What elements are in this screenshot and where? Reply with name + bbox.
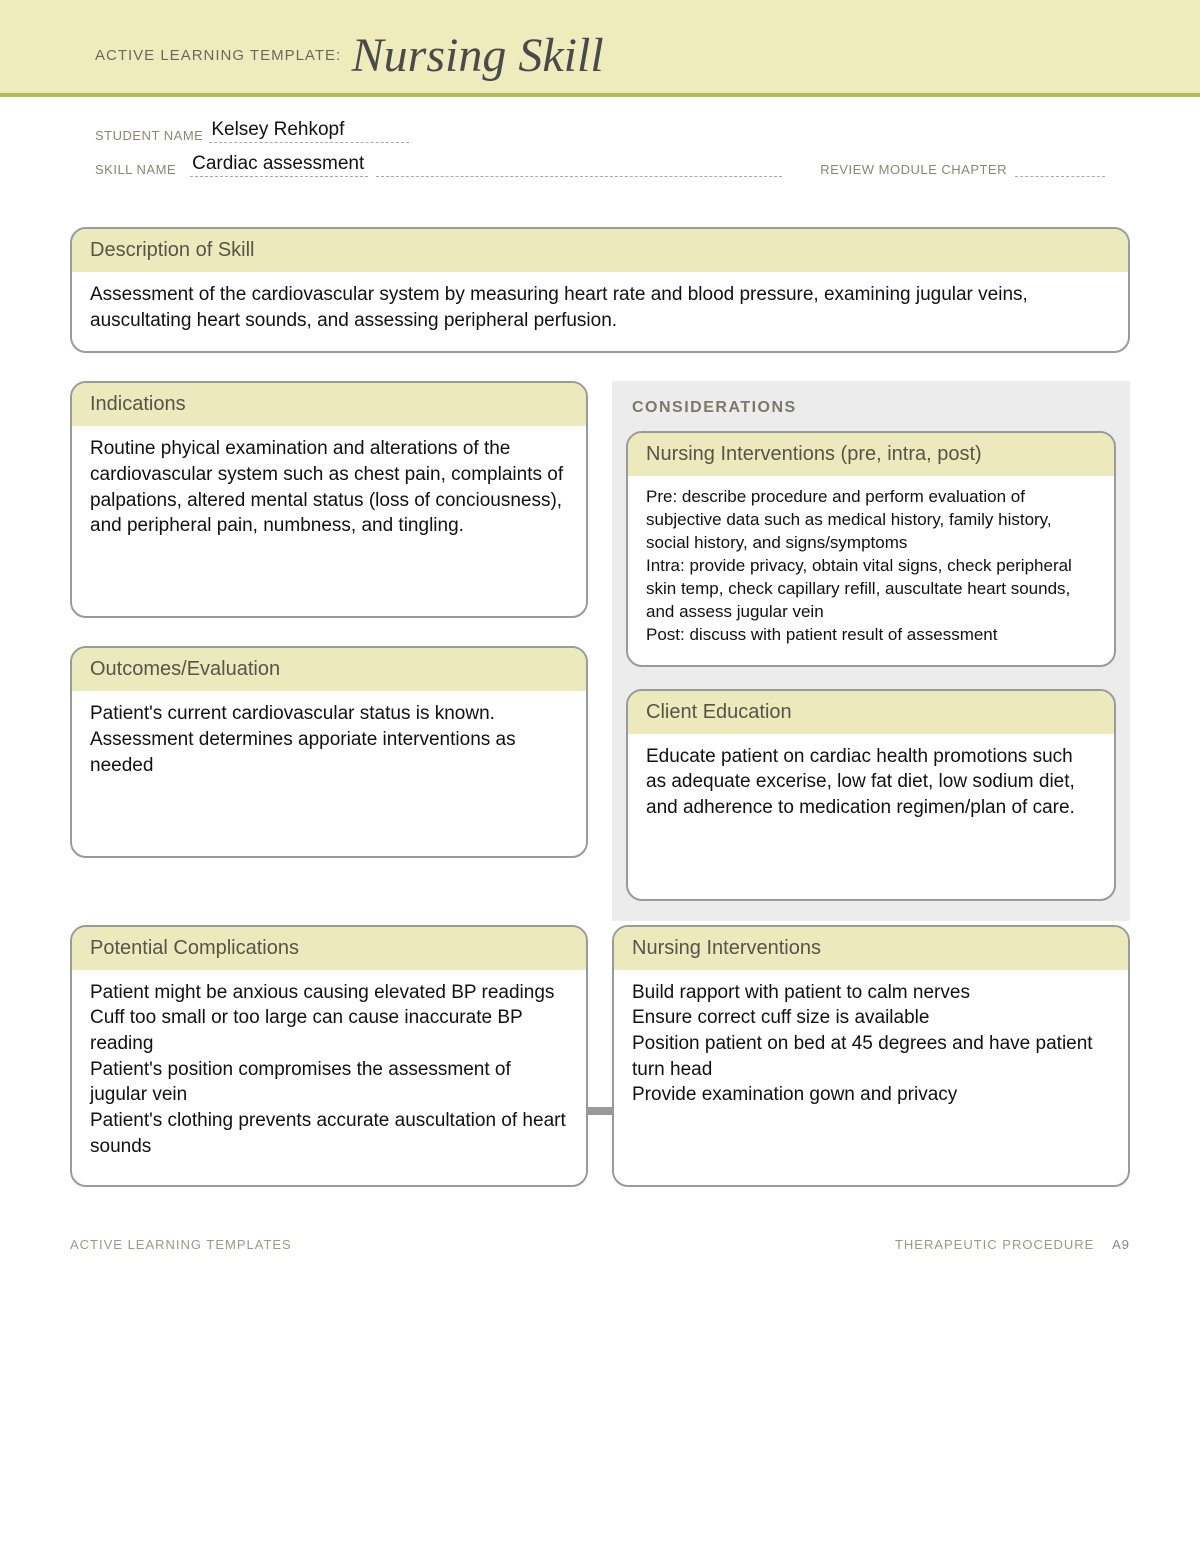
footer: ACTIVE LEARNING TEMPLATES THERAPEUTIC PR…	[0, 1217, 1200, 1282]
description-body: Assessment of the cardiovascular system …	[72, 272, 1128, 351]
connector-bar	[588, 925, 612, 1187]
skill-name-label: SKILL NAME	[95, 162, 176, 177]
interventions2-box: Nursing Interventions Build rapport with…	[612, 925, 1130, 1187]
indications-box: Indications Routine phyical examination …	[70, 381, 588, 618]
student-name-value: Kelsey Rehkopf	[209, 119, 409, 143]
footer-page: A9	[1112, 1237, 1130, 1252]
client-edu-title: Client Education	[628, 691, 1114, 734]
content-area: Description of Skill Assessment of the c…	[0, 197, 1200, 1217]
review-chapter-blank	[1015, 161, 1105, 177]
client-edu-box: Client Education Educate patient on card…	[626, 689, 1116, 901]
footer-left: ACTIVE LEARNING TEMPLATES	[70, 1237, 292, 1252]
client-edu-body: Educate patient on cardiac health promot…	[628, 734, 1114, 899]
description-box: Description of Skill Assessment of the c…	[70, 227, 1130, 353]
interventions-pre-body: Pre: describe procedure and perform eval…	[628, 476, 1114, 665]
interventions-pre-box: Nursing Interventions (pre, intra, post)…	[626, 431, 1116, 667]
considerations-label: CONSIDERATIONS	[632, 399, 1112, 417]
indications-body: Routine phyical examination and alterati…	[72, 426, 586, 616]
skill-name-blank	[376, 159, 782, 177]
outcomes-box: Outcomes/Evaluation Patient's current ca…	[70, 646, 588, 858]
header-band: ACTIVE LEARNING TEMPLATE: Nursing Skill	[0, 0, 1200, 97]
indications-title: Indications	[72, 383, 586, 426]
description-title: Description of Skill	[72, 229, 1128, 272]
outcomes-title: Outcomes/Evaluation	[72, 648, 586, 691]
meta-block: STUDENT NAME Kelsey Rehkopf SKILL NAME C…	[0, 97, 1200, 197]
footer-right-label: THERAPEUTIC PROCEDURE	[895, 1237, 1094, 1252]
outcomes-body: Patient's current cardiovascular status …	[72, 691, 586, 856]
page-title: Nursing Skill	[352, 29, 604, 82]
skill-name-value: Cardiac assessment	[190, 153, 368, 177]
complications-box: Potential Complications Patient might be…	[70, 925, 588, 1187]
complications-body: Patient might be anxious causing elevate…	[72, 970, 586, 1185]
student-name-label: STUDENT NAME	[95, 128, 203, 143]
footer-right: THERAPEUTIC PROCEDURE A9	[895, 1237, 1130, 1252]
interventions2-body: Build rapport with patient to calm nerve…	[614, 970, 1128, 1185]
interventions-pre-title: Nursing Interventions (pre, intra, post)	[628, 433, 1114, 476]
complications-title: Potential Complications	[72, 927, 586, 970]
interventions2-title: Nursing Interventions	[614, 927, 1128, 970]
review-chapter-label: REVIEW MODULE CHAPTER	[820, 162, 1007, 177]
considerations-panel: CONSIDERATIONS Nursing Interventions (pr…	[612, 381, 1130, 921]
header-prefix: ACTIVE LEARNING TEMPLATE:	[95, 47, 341, 64]
